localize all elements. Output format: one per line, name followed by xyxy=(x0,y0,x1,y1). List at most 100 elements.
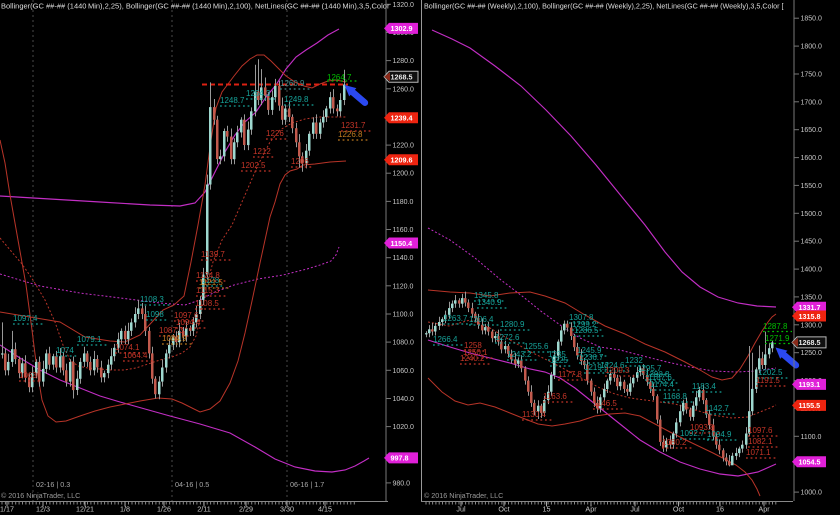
svg-text:1266.4: 1266.4 xyxy=(433,335,458,344)
svg-text:1243.2: 1243.2 xyxy=(507,350,532,359)
svg-text:1600.0: 1600.0 xyxy=(801,155,823,162)
svg-text:12/21: 12/21 xyxy=(76,505,94,514)
svg-text:1306.4: 1306.4 xyxy=(469,315,494,324)
svg-text:1084.9: 1084.9 xyxy=(162,334,187,343)
svg-text:1209.3: 1209.3 xyxy=(605,366,630,375)
svg-text:1168.8: 1168.8 xyxy=(663,392,687,401)
svg-text:1071.1: 1071.1 xyxy=(746,448,771,457)
svg-text:1280.9: 1280.9 xyxy=(500,320,525,329)
svg-text:980.0: 980.0 xyxy=(393,480,411,487)
svg-text:1115.3: 1115.3 xyxy=(196,286,220,295)
svg-text:1094.9: 1094.9 xyxy=(707,430,732,439)
svg-text:1287.8: 1287.8 xyxy=(763,322,788,331)
svg-text:997.8: 997.8 xyxy=(391,454,409,463)
svg-text:1295.7: 1295.7 xyxy=(637,364,662,373)
svg-text:Jul: Jul xyxy=(456,505,466,514)
svg-text:1255.6: 1255.6 xyxy=(524,342,549,351)
svg-text:1302.9: 1302.9 xyxy=(391,24,413,33)
svg-text:1240.2: 1240.2 xyxy=(460,354,485,363)
svg-text:1700.0: 1700.0 xyxy=(801,99,823,106)
svg-text:1239.4: 1239.4 xyxy=(391,114,413,123)
svg-text:2/29: 2/29 xyxy=(239,505,253,514)
svg-text:1079.1: 1079.1 xyxy=(77,335,102,344)
svg-text:1258: 1258 xyxy=(464,341,482,350)
svg-text:1260.0: 1260.0 xyxy=(393,86,415,93)
svg-text:1146.5: 1146.5 xyxy=(593,399,617,408)
svg-text:1209.6: 1209.6 xyxy=(391,156,413,165)
svg-text:1450.0: 1450.0 xyxy=(801,239,823,246)
svg-text:1108.3: 1108.3 xyxy=(140,295,164,304)
svg-text:1155.5: 1155.5 xyxy=(799,401,821,410)
svg-text:1093.8: 1093.8 xyxy=(690,423,715,432)
svg-text:Bollinger(GC ##-## (Weekly),2,: Bollinger(GC ##-## (Weekly),2,100), Boll… xyxy=(424,2,784,11)
svg-text:1139.7: 1139.7 xyxy=(201,250,225,259)
svg-text:1340.9: 1340.9 xyxy=(477,298,502,307)
svg-text:1193.1: 1193.1 xyxy=(799,380,821,389)
svg-text:02-16 | 0.3: 02-16 | 0.3 xyxy=(36,480,70,489)
svg-text:1300.0: 1300.0 xyxy=(801,322,823,329)
svg-text:1264.7: 1264.7 xyxy=(327,73,352,82)
svg-text:1140.0: 1140.0 xyxy=(393,255,414,262)
svg-text:1191.5: 1191.5 xyxy=(756,376,780,385)
svg-text:1268.5: 1268.5 xyxy=(391,73,413,82)
svg-text:1142.7: 1142.7 xyxy=(705,404,729,413)
svg-text:Apr: Apr xyxy=(585,505,597,514)
svg-text:1260.9: 1260.9 xyxy=(280,79,305,88)
svg-text:4/15: 4/15 xyxy=(318,505,332,514)
svg-text:1226: 1226 xyxy=(266,129,284,138)
svg-text:1094.4: 1094.4 xyxy=(176,318,201,327)
svg-text:1350.0: 1350.0 xyxy=(801,294,823,301)
svg-text:1097.6: 1097.6 xyxy=(174,311,199,320)
svg-text:1286.5: 1286.5 xyxy=(574,326,599,335)
svg-text:1500.0: 1500.0 xyxy=(801,211,823,218)
svg-text:1280.0: 1280.0 xyxy=(393,58,415,65)
svg-text:1120.0: 1120.0 xyxy=(393,283,414,290)
svg-text:04-16 | 0.5: 04-16 | 0.5 xyxy=(175,480,209,489)
svg-text:1272.6: 1272.6 xyxy=(495,333,520,342)
svg-text:1183.4: 1183.4 xyxy=(692,382,716,391)
svg-text:1550.0: 1550.0 xyxy=(801,183,823,190)
svg-text:1245.9: 1245.9 xyxy=(577,346,602,355)
svg-text:1074.1: 1074.1 xyxy=(115,343,140,352)
svg-text:1750.0: 1750.0 xyxy=(801,72,823,79)
svg-text:1263.7: 1263.7 xyxy=(443,314,468,323)
svg-text:15: 15 xyxy=(543,505,551,514)
svg-text:1000.0: 1000.0 xyxy=(801,490,823,497)
svg-text:1097.4: 1097.4 xyxy=(13,314,38,323)
svg-text:3/30: 3/30 xyxy=(280,505,294,514)
svg-text:1220.0: 1220.0 xyxy=(393,143,415,150)
svg-text:06-16 | 1.7: 06-16 | 1.7 xyxy=(290,480,324,489)
svg-text:1163.6: 1163.6 xyxy=(543,392,567,401)
svg-text:1235: 1235 xyxy=(548,350,566,359)
svg-text:1108.5: 1108.5 xyxy=(195,299,219,308)
svg-text:1307.8: 1307.8 xyxy=(569,313,594,322)
svg-text:1100.0: 1100.0 xyxy=(393,312,414,319)
svg-text:1177.8: 1177.8 xyxy=(558,370,582,379)
svg-text:1097.6: 1097.6 xyxy=(748,426,773,435)
svg-text:1212: 1212 xyxy=(253,147,271,156)
svg-text:1650.0: 1650.0 xyxy=(801,127,823,134)
svg-text:1250.0: 1250.0 xyxy=(801,350,823,357)
svg-text:1231.7: 1231.7 xyxy=(341,121,366,130)
svg-text:1219.9: 1219.9 xyxy=(584,363,609,372)
svg-text:1850.0: 1850.0 xyxy=(801,16,823,23)
svg-text:1064.4: 1064.4 xyxy=(123,351,148,360)
svg-text:1249.8: 1249.8 xyxy=(284,95,309,104)
svg-text:1225: 1225 xyxy=(550,356,568,365)
svg-text:1160.0: 1160.0 xyxy=(393,227,414,234)
svg-text:2/11: 2/11 xyxy=(197,505,210,514)
svg-text:1299.2: 1299.2 xyxy=(572,320,597,329)
svg-text:1174.4: 1174.4 xyxy=(650,380,674,389)
svg-text:1250.1: 1250.1 xyxy=(463,348,488,357)
svg-text:1080.0: 1080.0 xyxy=(393,340,415,347)
svg-text:1345.8: 1345.8 xyxy=(474,291,499,300)
svg-text:1124.8: 1124.8 xyxy=(196,271,220,280)
svg-text:1063: 1063 xyxy=(19,371,37,380)
svg-text:1226.8: 1226.8 xyxy=(338,130,363,139)
svg-text:1087.3: 1087.3 xyxy=(159,326,184,335)
svg-text:1121.5: 1121.5 xyxy=(199,278,223,287)
svg-text:© 2016 NinjaTrader, LLC: © 2016 NinjaTrader, LLC xyxy=(1,491,80,500)
svg-text:1130.4: 1130.4 xyxy=(522,410,546,419)
svg-text:1150.4: 1150.4 xyxy=(391,239,413,248)
svg-text:1268.5: 1268.5 xyxy=(799,338,821,347)
